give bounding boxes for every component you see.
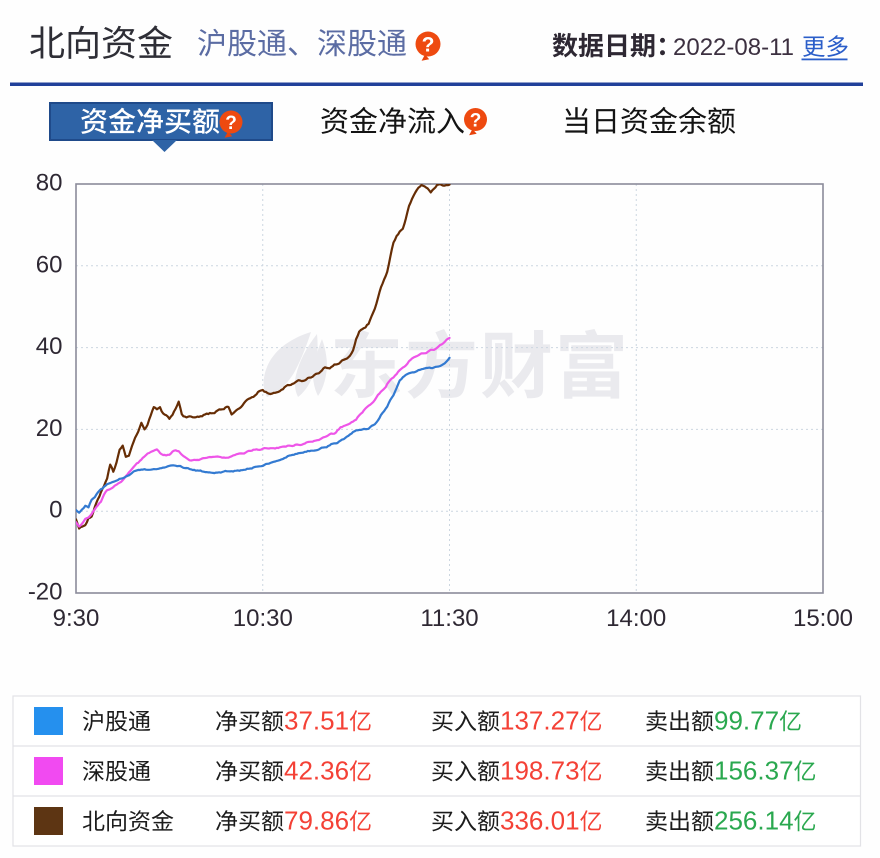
- svg-text:-20: -20: [28, 579, 63, 606]
- svg-text:42.36: 42.36: [284, 756, 349, 786]
- svg-text:2022-08-11: 2022-08-11: [673, 34, 794, 61]
- svg-text:37.51: 37.51: [284, 706, 349, 736]
- svg-text:15:00: 15:00: [793, 605, 853, 632]
- svg-text:9:30: 9:30: [53, 605, 100, 632]
- svg-text:79.86: 79.86: [284, 806, 349, 836]
- svg-text:99.77: 99.77: [714, 706, 779, 736]
- svg-text:336.01: 336.01: [500, 806, 580, 836]
- svg-text:60: 60: [36, 251, 63, 278]
- svg-text:256.14: 256.14: [714, 806, 794, 836]
- svg-text:11:30: 11:30: [420, 605, 478, 632]
- svg-text:14:00: 14:00: [606, 605, 666, 632]
- svg-text:80: 80: [36, 170, 63, 197]
- svg-text:?: ?: [422, 34, 435, 57]
- svg-text:198.73: 198.73: [500, 756, 580, 786]
- svg-text:40: 40: [36, 333, 63, 360]
- svg-text:137.27: 137.27: [500, 706, 580, 736]
- svg-text:20: 20: [36, 415, 63, 442]
- svg-text:0: 0: [49, 497, 62, 524]
- svg-text:?: ?: [225, 113, 237, 134]
- svg-text:?: ?: [470, 110, 482, 131]
- svg-text:156.37: 156.37: [714, 756, 794, 786]
- svg-text:10:30: 10:30: [233, 605, 293, 632]
